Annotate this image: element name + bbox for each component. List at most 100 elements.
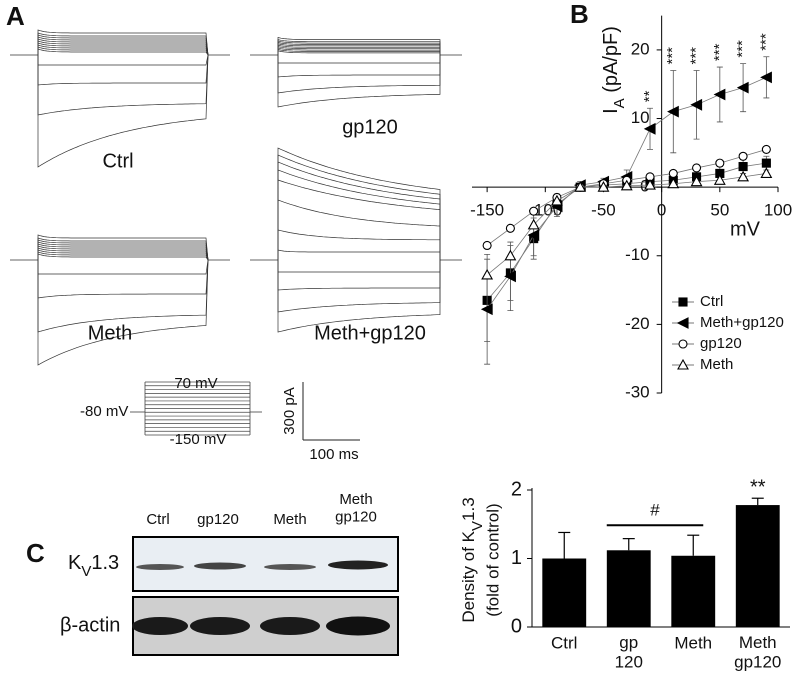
data-point	[482, 240, 492, 251]
y-axis-label-part: Density of K	[459, 530, 478, 622]
trace	[277, 37, 441, 55]
bracket-label: #	[650, 501, 660, 520]
trace	[37, 239, 209, 261]
data-point	[643, 122, 656, 135]
x-tick-label: Ctrl	[551, 633, 577, 652]
trace	[37, 40, 209, 56]
x-axis-label: mV	[730, 218, 761, 240]
trace	[277, 55, 441, 94]
trace	[277, 147, 441, 260]
trace	[37, 54, 209, 116]
lane-label: gp120	[197, 511, 239, 528]
y-tick-label: -20	[625, 314, 650, 333]
x-tick-label: Meth	[674, 633, 712, 652]
trace	[37, 247, 209, 261]
trace	[37, 36, 209, 56]
trace	[277, 179, 441, 260]
significance: **	[750, 477, 766, 499]
y-axis-label-part: I	[600, 108, 622, 114]
trace	[37, 259, 209, 333]
data-point	[713, 88, 726, 101]
y-axis-label-part: (pA/pF)	[600, 26, 622, 98]
data-point	[529, 206, 539, 216]
panel-letter: B	[570, 0, 589, 29]
protocol-label: -150 mV	[170, 431, 227, 448]
x-tick-label: Meth gp120	[734, 633, 781, 672]
bar	[735, 505, 780, 627]
trace	[37, 54, 209, 86]
y-tick-label: 10	[631, 108, 650, 127]
trace	[277, 41, 441, 55]
data-point	[551, 194, 563, 206]
row-label: KV1.3	[68, 552, 119, 580]
bar	[671, 555, 716, 627]
trace	[37, 42, 209, 56]
y-axis-label: Density of KV1.3	[459, 497, 486, 622]
data-point	[760, 167, 773, 178]
trace-label: gp120	[342, 116, 398, 138]
significance: ***	[664, 47, 681, 65]
trace	[37, 29, 209, 56]
x-tick-label: 100	[764, 201, 792, 220]
trace	[37, 251, 209, 261]
trace	[37, 234, 209, 261]
trace	[37, 32, 209, 56]
x-tick-label: -50	[591, 201, 616, 220]
y-axis-label-part: A	[611, 98, 628, 108]
trace	[37, 46, 209, 56]
legend-marker	[678, 339, 688, 349]
y-tick-label: -10	[625, 245, 650, 264]
significance: ***	[711, 43, 728, 61]
trace	[277, 260, 441, 291]
data-point	[504, 249, 517, 261]
trace	[277, 161, 441, 260]
trace	[277, 199, 441, 260]
data-point	[505, 223, 515, 233]
y-tick-label: 20	[631, 39, 650, 58]
x-tick-label: 50	[710, 201, 729, 220]
x-tick-label: -150	[470, 201, 504, 220]
data-point	[692, 163, 702, 173]
y-tick-label: 0	[640, 177, 649, 196]
trace	[277, 55, 441, 108]
data-point	[761, 144, 771, 154]
data-point	[761, 158, 771, 168]
blot-bands	[132, 560, 390, 636]
y-axis-label: (fold of control)	[483, 503, 502, 616]
panel-letter: A	[6, 1, 25, 31]
protocol-label: 70 mV	[174, 375, 217, 392]
y-axis-label: IA (pA/pF)	[600, 26, 628, 114]
trace	[277, 260, 441, 273]
trace	[37, 241, 209, 261]
trace-label: Ctrl	[102, 150, 133, 172]
trace	[37, 34, 209, 56]
data-point	[690, 175, 703, 187]
legend-marker	[676, 317, 689, 329]
data-point	[620, 179, 633, 191]
trace	[277, 249, 441, 260]
trace	[277, 55, 441, 78]
y-axis-label-part: 1.3	[459, 497, 478, 521]
current-traces	[10, 29, 462, 366]
trace	[37, 253, 209, 261]
lane-label: Meth	[273, 511, 306, 528]
significance: ***	[734, 40, 751, 58]
trace-label: Meth	[88, 322, 132, 344]
data-point	[738, 151, 748, 161]
trace	[37, 243, 209, 261]
y-tick-label: 1	[511, 547, 522, 569]
data-point	[527, 218, 540, 230]
trace	[37, 259, 209, 299]
trace	[277, 55, 441, 64]
significance: ***	[757, 33, 774, 51]
trace	[37, 54, 209, 66]
trace	[37, 44, 209, 56]
trace	[37, 249, 209, 261]
data-point	[736, 81, 749, 94]
data-point	[668, 168, 678, 178]
y-tick-label: -30	[625, 382, 650, 401]
data-point	[504, 270, 516, 283]
data-point	[597, 181, 610, 192]
data-point	[690, 98, 703, 111]
